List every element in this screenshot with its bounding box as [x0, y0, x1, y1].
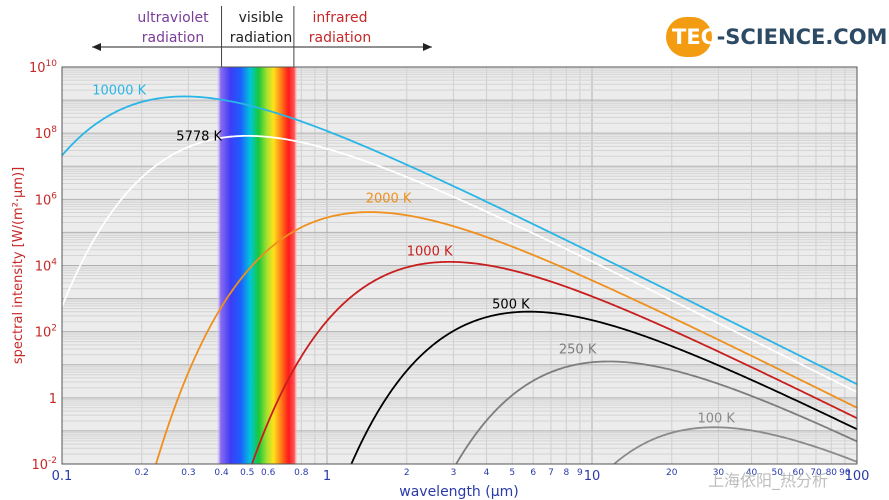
curve-100k	[612, 426, 857, 464]
y-axis-label: spectral intensity [W/(m²·µm)]	[11, 167, 26, 364]
x-tick-label: 80	[826, 468, 838, 478]
x-tick-label: 10	[584, 469, 601, 484]
x-tick-label: 4	[484, 468, 490, 478]
x-tick-label: 3	[451, 468, 457, 478]
series-label: 500 K	[492, 298, 530, 313]
band-labels: ultraviolet radiation visible radiation …	[92, 6, 432, 67]
y-tick-exp: 10	[46, 59, 58, 69]
x-tick-label: 0.6	[261, 468, 276, 478]
x-tick-label: 0.3	[181, 468, 195, 478]
y-tick-label: 106	[35, 191, 58, 208]
band-arrow-left	[92, 43, 101, 51]
x-tick-label: 90	[839, 468, 851, 478]
x-tick-label: 8	[563, 468, 569, 478]
series-labels: 10000 K 5778 K 2000 K 1000 K 500 K 250 K 100 K	[92, 83, 735, 426]
y-tick-label: 104	[35, 258, 58, 275]
y-tick-base: 10	[31, 458, 48, 473]
visible-spectrum-band	[215, 67, 299, 464]
x-tick-label: 5	[509, 468, 515, 478]
x-tick-label: 100	[845, 469, 870, 484]
y-tick-base: 1	[49, 392, 57, 407]
y-tick-label: 1	[49, 392, 57, 407]
uv-label-line2: radiation	[142, 30, 205, 46]
ir-label-line2: radiation	[309, 30, 372, 46]
x-tick-label: 30	[713, 468, 725, 478]
series-label: 5778 K	[176, 130, 222, 145]
series-label: 250 K	[559, 342, 597, 357]
x-tick-label: 7	[548, 468, 554, 478]
visible-label-line2: radiation	[230, 30, 293, 46]
ir-label-line1: infrared	[313, 10, 368, 26]
x-tick-label: 2	[404, 468, 410, 478]
x-tick-label: 60	[792, 468, 804, 478]
y-tick-label: 102	[35, 324, 57, 341]
logo-text-part: -SCIENCE.COM	[717, 25, 888, 49]
curve-1000k	[251, 260, 857, 464]
logo-badge	[666, 17, 712, 57]
y-tick-base: 10	[35, 193, 52, 208]
y-tick-base: 10	[35, 326, 52, 341]
logo-text-part: TEC	[672, 25, 717, 49]
y-tick-base: 10	[35, 127, 52, 142]
visible-label-line1: visible	[239, 10, 284, 26]
y-tick-base: 10	[35, 260, 52, 275]
curve-10000k	[62, 95, 857, 386]
x-tick-label: 40	[746, 468, 758, 478]
y-tick-exp: 6	[51, 191, 57, 201]
curve-5778k	[62, 134, 857, 393]
curve-500k	[350, 310, 857, 464]
series-label: 1000 K	[407, 245, 453, 260]
curve-2000k	[155, 211, 857, 464]
y-tick-exp: 2	[51, 324, 57, 334]
series-label: 10000 K	[92, 83, 146, 98]
x-tick-label: 6	[530, 468, 536, 478]
y-tick-label: 108	[35, 125, 58, 142]
curve-250k	[455, 360, 857, 464]
x-tick-label: 0.1	[52, 469, 73, 484]
x-tick-label: 0.8	[294, 468, 309, 478]
logo: TEC-SCIENCE.COM	[666, 17, 887, 57]
y-tick-base: 10	[29, 61, 46, 76]
x-tick-label: 0.2	[135, 468, 149, 478]
series-label: 100 K	[697, 411, 735, 426]
curves	[62, 95, 857, 464]
x-tick-label: 1	[323, 469, 331, 484]
watermark: 上海依阳_热分析	[708, 471, 828, 491]
y-tick-exp: -2	[48, 456, 57, 466]
series-label: 2000 K	[366, 192, 412, 207]
logo-text: TEC-SCIENCE.COM	[672, 25, 887, 49]
y-tick-exp: 4	[51, 258, 57, 268]
x-tick-label: 9	[577, 468, 583, 478]
y-tick-exp: 8	[51, 125, 57, 135]
y-tick-label: 10-2	[31, 456, 57, 473]
x-axis-label: wavelength (µm)	[399, 484, 518, 500]
y-tick-label: 1010	[29, 59, 57, 76]
x-tick-label: 20	[666, 468, 678, 478]
x-axis-ticks: 0.1 0.2 0.3 0.4 0.5 0.6 0.8 1 2 3 4 5 6 7 8 9 10 20 30 40 50…	[52, 468, 870, 484]
x-tick-label: 70	[810, 468, 822, 478]
x-tick-label: 0.5	[240, 468, 254, 478]
band-arrow-right	[423, 43, 432, 51]
x-tick-label: 50	[772, 468, 784, 478]
plot-frame	[61, 66, 858, 465]
x-tick-label: 0.4	[214, 468, 229, 478]
uv-label-line1: ultraviolet	[137, 10, 209, 26]
